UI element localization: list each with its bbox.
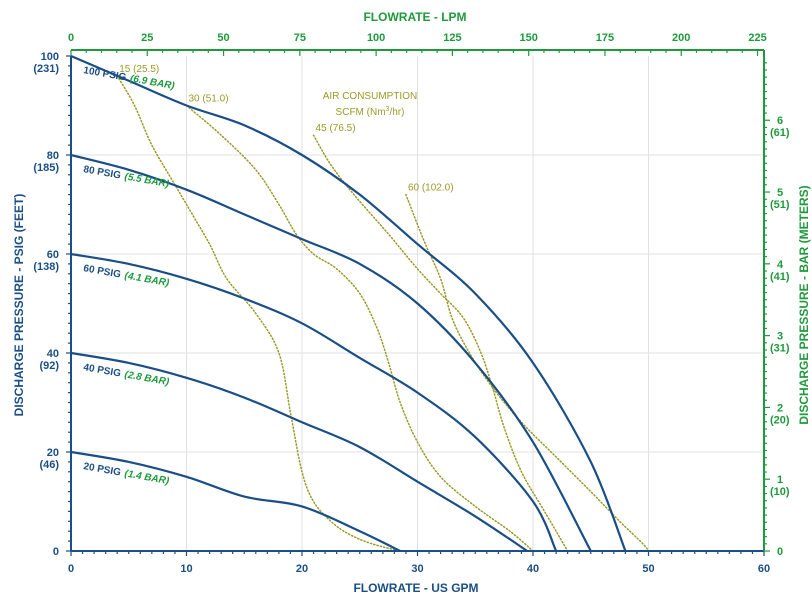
series-label: 20 PSIG (1.4 BAR) bbox=[82, 461, 170, 487]
axes: 0 10 20 30 40 50 60020(46)40(92)60(138)80(185)… bbox=[33, 32, 790, 575]
air-consumption-unit: SCFM (Nm3/hr) bbox=[336, 106, 405, 118]
air-unit-main: SCFM (Nm bbox=[336, 107, 386, 118]
x2-tick-label: 125 bbox=[443, 32, 461, 44]
series-name: 60 PSIG bbox=[82, 263, 121, 280]
air-consumption-title: AIR CONSUMPTION bbox=[323, 91, 417, 102]
y2-tick-label: 5 bbox=[777, 187, 783, 199]
air-line-label: 45 (76.5) bbox=[316, 123, 356, 134]
air-line bbox=[405, 193, 650, 552]
y2-tick-sublabel: (41) bbox=[770, 271, 790, 283]
x2-tick-label: 150 bbox=[519, 32, 537, 44]
x-tick-label: 50 bbox=[642, 563, 654, 575]
y-tick-label: 80 bbox=[47, 150, 59, 162]
y2-tick-label: 0 bbox=[777, 546, 783, 558]
x2-tick-label: 225 bbox=[748, 32, 766, 44]
y2-tick-sublabel: (61) bbox=[770, 127, 790, 139]
top-x-axis-title: FLOWRATE - LPM bbox=[363, 10, 466, 24]
air-line-label: 30 (51.0) bbox=[189, 94, 229, 105]
x2-tick-label: 175 bbox=[596, 32, 614, 44]
air-line-label: 60 (102.0) bbox=[408, 183, 454, 194]
series-line bbox=[70, 351, 528, 552]
series-name: 20 PSIG bbox=[82, 461, 121, 478]
y2-tick-label: 2 bbox=[777, 402, 783, 414]
x-tick-label: 10 bbox=[180, 563, 192, 575]
y2-tick-sublabel: (20) bbox=[770, 414, 790, 426]
y-tick-sublabel: (138) bbox=[33, 261, 59, 273]
right-y-axis-title: DISCHARGE PRESSURE - BAR (METERS) bbox=[797, 185, 811, 424]
series-bar-label: (6.9 BAR) bbox=[129, 73, 176, 92]
y2-tick-label: 6 bbox=[777, 115, 783, 127]
series-line bbox=[70, 252, 558, 552]
y-tick-sublabel: (46) bbox=[39, 459, 59, 471]
air-line-label: 15 (25.5) bbox=[119, 64, 159, 75]
y2-tick-label: 3 bbox=[777, 331, 783, 343]
y2-tick-label: 1 bbox=[777, 474, 783, 486]
y-tick-label: 0 bbox=[53, 546, 59, 558]
series-label: 60 PSIG (4.1 BAR) bbox=[82, 263, 170, 289]
x2-tick-label: 200 bbox=[672, 32, 690, 44]
y2-tick-sublabel: (31) bbox=[770, 343, 790, 355]
air-unit-tail: /hr) bbox=[389, 107, 404, 118]
y2-tick-sublabel: (10) bbox=[770, 486, 790, 498]
y-tick-sublabel: (92) bbox=[39, 360, 59, 372]
series-line bbox=[70, 450, 401, 552]
y-tick-label: 40 bbox=[47, 348, 59, 360]
series-line bbox=[70, 153, 592, 552]
series-line bbox=[70, 54, 627, 552]
x-tick-label: 60 bbox=[758, 563, 770, 575]
series-name: 40 PSIG bbox=[82, 362, 121, 379]
x-tick-label: 40 bbox=[527, 563, 539, 575]
y-tick-label: 60 bbox=[47, 249, 59, 261]
y-tick-label: 20 bbox=[47, 447, 59, 459]
x2-tick-label: 50 bbox=[217, 32, 229, 44]
y-tick-sublabel: (231) bbox=[33, 63, 59, 75]
y-tick-sublabel: (185) bbox=[33, 162, 59, 174]
x-axis-title: FLOWRATE - US GPM bbox=[353, 581, 478, 595]
y2-tick-label: 4 bbox=[777, 259, 784, 271]
x2-tick-label: 75 bbox=[294, 32, 306, 44]
air-line bbox=[185, 104, 534, 552]
air-line bbox=[312, 134, 569, 552]
x2-tick-label: 0 bbox=[68, 32, 74, 44]
x-tick-label: 30 bbox=[411, 563, 423, 575]
series-label: 40 PSIG (2.8 BAR) bbox=[82, 362, 170, 388]
air-consumption-lines: 15 (25.5) 30 (51.0) 45 (76.5) 60 (102.0) bbox=[116, 64, 650, 552]
x2-tick-label: 100 bbox=[367, 32, 385, 44]
series-bar-label: (5.5 BAR) bbox=[124, 171, 171, 190]
x-tick-label: 0 bbox=[68, 563, 74, 575]
y-axis-title: DISCHARGE PRESSURE - PSIG (FEET) bbox=[12, 194, 26, 417]
air-unit-sup: 3 bbox=[386, 106, 390, 113]
x-tick-label: 20 bbox=[296, 563, 308, 575]
y-tick-label: 100 bbox=[41, 51, 59, 63]
y2-tick-sublabel: (51) bbox=[770, 199, 790, 211]
grid bbox=[71, 56, 764, 551]
x2-tick-label: 25 bbox=[141, 32, 153, 44]
